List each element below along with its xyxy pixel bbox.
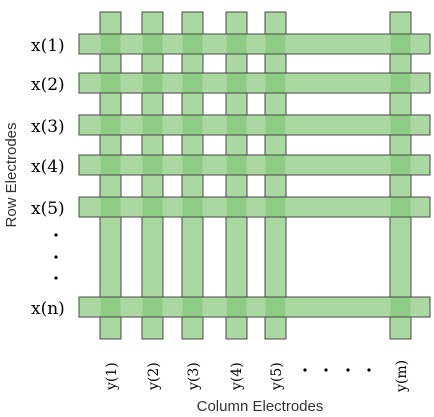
crossing-r4-c6 [391,156,411,175]
column-ellipsis [303,368,370,371]
crossing-r6-c1 [101,298,121,317]
crossing-r1-c3 [183,35,203,54]
row-electrode-x4 [79,155,430,175]
crossing-r2-c6 [391,74,411,93]
crossing-r3-c2 [143,116,163,135]
crossing-r6-c6 [391,298,411,317]
crossing-r5-c3 [183,198,203,217]
crossing-r4-c1 [101,156,121,175]
column-label-y3: y(3) [186,362,202,391]
column-label-y5: y(5) [269,362,285,391]
row-ellipsis [54,233,57,279]
crossing-r1-c6 [391,35,411,54]
crossing-r5-c2 [143,198,163,217]
column-electrodes-axis-title: Column Electrodes [197,398,324,415]
crossing-r1-c1 [101,35,121,54]
crossing-r3-c4 [227,116,247,135]
crossing-r6-c3 [183,298,203,317]
row-labels: x(1) x(2) x(3) x(4) x(5) x(n) [31,36,65,319]
crossing-r5-c5 [266,198,286,217]
crossing-r5-c6 [391,198,411,217]
crossing-r4-c4 [227,156,247,175]
crossing-r2-c5 [266,74,286,93]
row-electrode-xn [79,297,430,317]
row-label-xn: x(n) [31,299,65,319]
crossing-r6-c5 [266,298,286,317]
row-label-x2: x(2) [31,75,65,95]
crossing-r3-c1 [101,116,121,135]
crossing-r3-c3 [183,116,203,135]
crossing-r1-c2 [143,35,163,54]
row-electrode-x5 [79,197,430,217]
crossing-r6-c4 [227,298,247,317]
crossing-r3-c6 [391,116,411,135]
row-electrode-x3 [79,115,430,135]
crossing-r4-c2 [143,156,163,175]
row-label-x4: x(4) [31,157,65,177]
crossing-r3-c5 [266,116,286,135]
crossing-r4-c3 [183,156,203,175]
crossing-r2-c4 [227,74,247,93]
crossing-r2-c2 [143,74,163,93]
crossing-r5-c1 [101,198,121,217]
column-label-y4: y(4) [229,362,245,391]
crossing-r1-c4 [227,35,247,54]
crossing-r1-c5 [266,35,286,54]
row-label-x3: x(3) [31,117,65,137]
crossing-r4-c5 [266,156,286,175]
column-labels: y(1) y(2) y(3) y(4) y(5) y(m) [104,360,410,393]
row-electrodes [79,34,430,317]
crossing-r2-c1 [101,74,121,93]
row-label-x5: x(5) [31,199,65,219]
crossing-r6-c2 [143,298,163,317]
crossing-r5-c4 [227,198,247,217]
column-label-ym: y(m) [394,360,410,393]
row-label-x1: x(1) [31,36,65,56]
row-electrodes-axis-title: Row Electrodes [3,122,20,227]
column-label-y2: y(2) [146,362,162,391]
row-electrode-x1 [79,34,430,54]
crossing-r2-c3 [183,74,203,93]
row-electrode-x2 [79,73,430,93]
column-label-y1: y(1) [104,362,120,391]
